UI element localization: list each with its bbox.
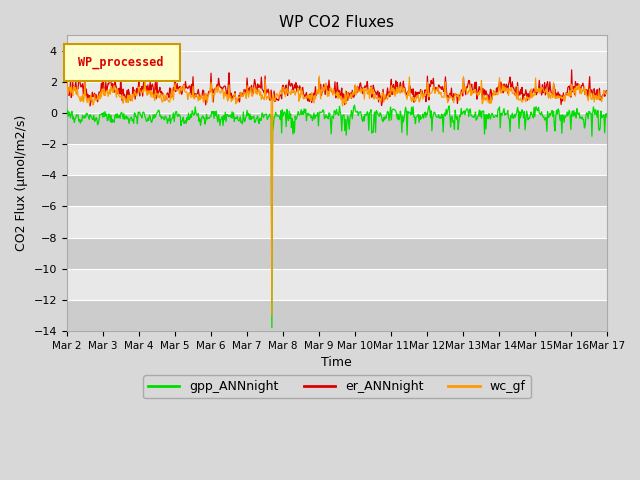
Bar [67,36,607,82]
Title: WP CO2 Fluxes: WP CO2 Fluxes [279,15,394,30]
Bar [67,144,607,175]
Bar [67,300,607,331]
Bar [67,206,607,238]
Bar [67,175,607,206]
Bar [67,113,607,144]
FancyBboxPatch shape [64,44,180,81]
Text: WP_processed: WP_processed [78,56,164,69]
Bar [67,51,607,82]
Bar [67,238,607,269]
Legend: gpp_ANNnight, er_ANNnight, wc_gf: gpp_ANNnight, er_ANNnight, wc_gf [143,375,531,398]
Bar [67,36,607,51]
Bar [67,269,607,300]
Y-axis label: CO2 Flux (μmol/m2/s): CO2 Flux (μmol/m2/s) [15,115,28,251]
Bar [67,82,607,113]
X-axis label: Time: Time [321,356,352,369]
